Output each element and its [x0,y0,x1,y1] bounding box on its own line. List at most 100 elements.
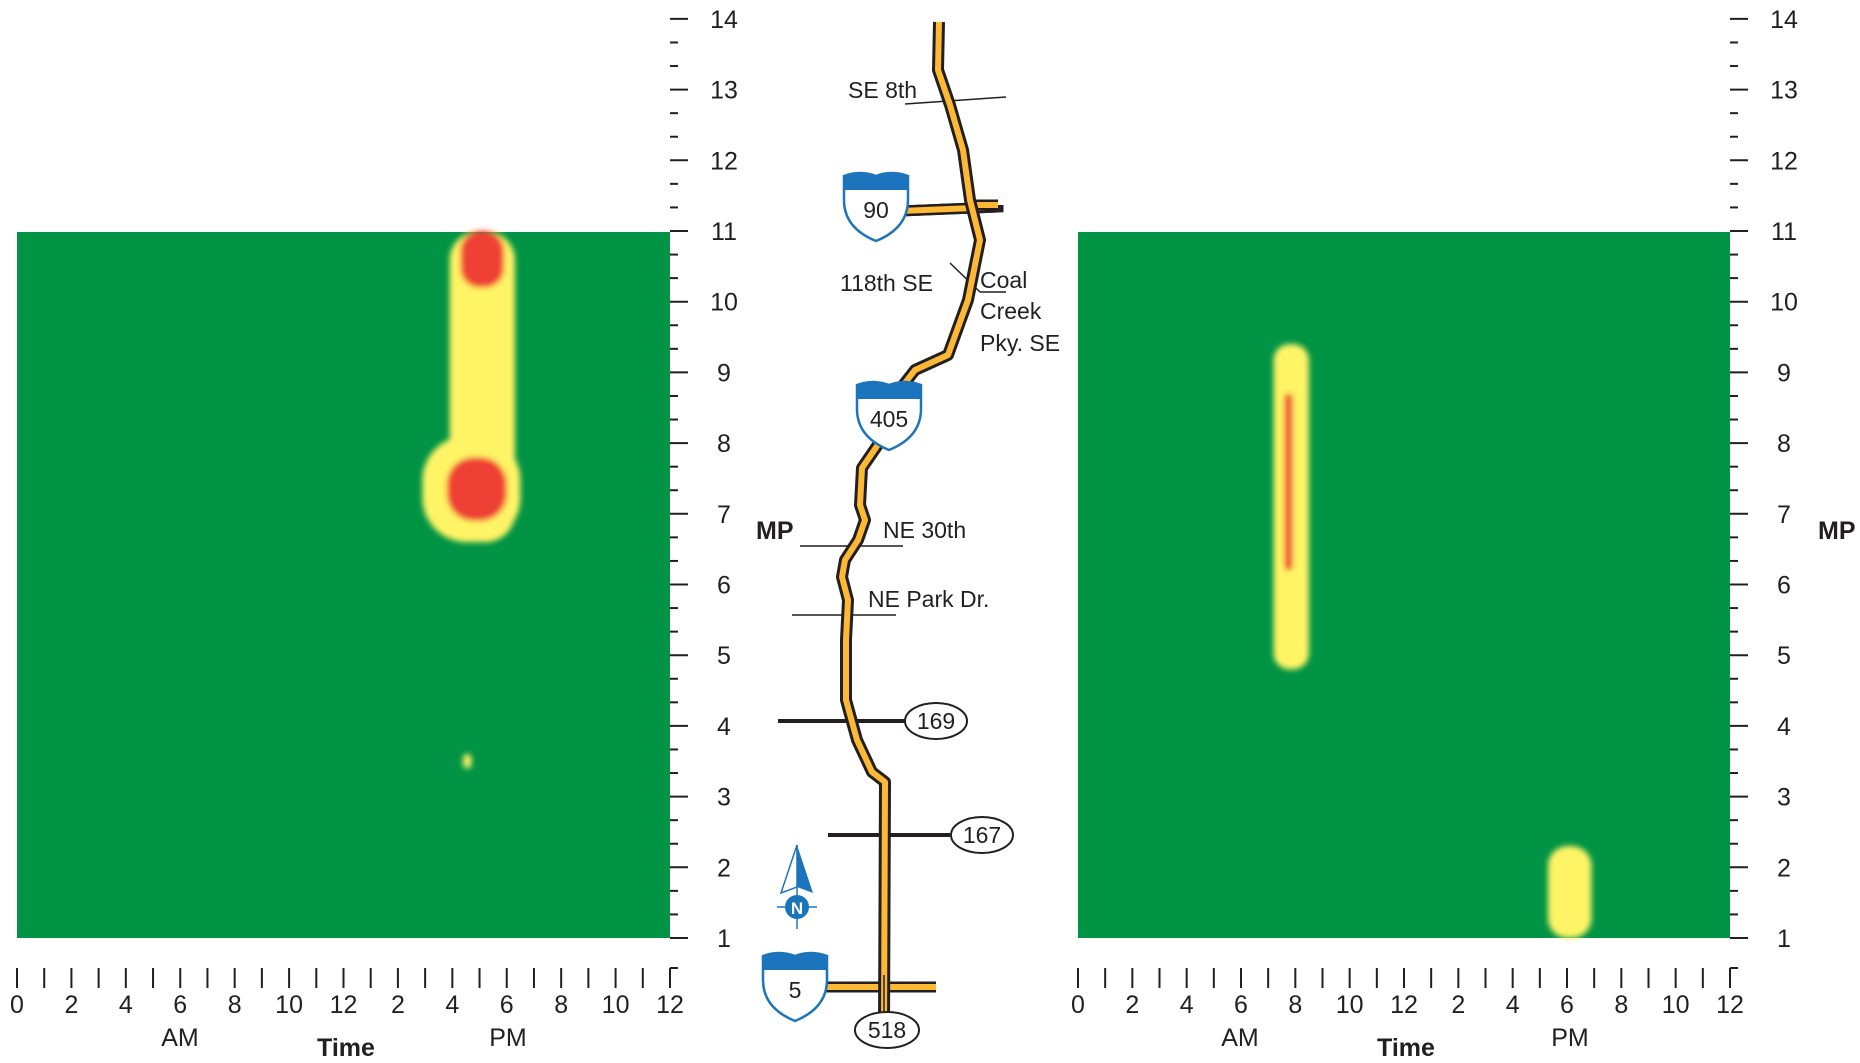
i405-shield: 405 [855,380,923,452]
i5-shield: 5 [761,951,829,1023]
left-y-tick-label: 13 [710,77,738,105]
left-y-tick-label: 1 [717,925,731,953]
left-congestion-region-2-stop-and-go [460,231,505,288]
left-congestion-regions [422,231,521,769]
left-y-tick-label: 2 [717,854,731,882]
right-x-tick-label: 2 [1451,991,1465,1019]
right-x-tick-label: 12 [1390,991,1418,1019]
right-y-tick-label: 12 [1770,147,1798,175]
right-x-tick-label: 8 [1288,991,1302,1019]
right-congestion-regions [1273,344,1592,938]
right-y-tick-label: 7 [1777,501,1791,529]
left-x-tick-label: 2 [64,991,78,1019]
right-y-tick-label: 4 [1777,713,1791,741]
right-x-tick-label: 10 [1336,991,1364,1019]
left-y-tick-label: 7 [717,501,731,529]
left-congestion-region-3-stop-and-go [446,457,507,521]
right-x-tick-label: 8 [1614,991,1628,1019]
creek-label: Creek [980,298,1042,324]
left-x-tick-label: 12 [656,991,684,1019]
left-y-tick-label: 8 [717,430,731,458]
left-y-tick-label: 3 [717,784,731,812]
right-x-tick-label: 2 [1125,991,1139,1019]
right-mp-axis-title: MP [1818,517,1856,545]
corridor-map: 90 405 5 169 167 518 SE 8th 118th [761,21,1060,1049]
sr169-marker: 169 [904,702,968,740]
north-arrow-label: N [791,899,803,918]
left-y-tick-label: 6 [717,572,731,600]
pky-label: Pky. SE [980,330,1060,356]
right-y-tick-label: 5 [1777,642,1791,670]
left-am-label: AM [161,1024,199,1052]
right-x-tick-label: 4 [1506,991,1520,1019]
left-x-tick-label: 10 [602,991,630,1019]
right-y-tick-label: 13 [1770,77,1798,105]
left-x-tick-label: 6 [500,991,514,1019]
sr167-label: 167 [963,822,1001,848]
se118th-label: 118th SE [840,270,933,296]
right-x-tick-label: 12 [1716,991,1744,1019]
sr169-label: 169 [917,708,955,734]
i405-shield-label: 405 [870,406,908,432]
right-x-axis-title: Time [1377,1034,1435,1062]
left-x-tick-label: 4 [119,991,133,1019]
se8th-label: SE 8th [848,77,917,103]
nepark-label: NE Park Dr. [868,586,989,612]
right-x-axis: 0 2 4 6 8 10 12 2 4 6 8 10 12 [1071,967,1744,1019]
left-y-tick-label: 9 [717,359,731,387]
coal-label: Coal [980,267,1027,293]
left-y-tick-label: 5 [717,642,731,670]
right-y-tick-label: 1 [1777,925,1791,953]
left-x-axis: 0 2 4 6 8 10 12 2 4 6 8 10 12 [10,967,684,1019]
left-x-tick-label: 2 [391,991,405,1019]
right-x-tick-label: 6 [1560,991,1574,1019]
left-x-tick-label: 4 [445,991,459,1019]
right-y-tick-label: 6 [1777,572,1791,600]
right-x-tick-label: 10 [1662,991,1690,1019]
right-y-tick-label: 11 [1771,218,1797,246]
left-x-tick-label: 12 [330,991,358,1019]
right-y-tick-label: 3 [1777,784,1791,812]
se8th-street-line [904,96,1007,105]
north-arrow-icon: N [777,844,817,929]
right-y-tick-label: 14 [1770,6,1798,34]
right-y-tick-label: 2 [1777,854,1791,882]
sr167-marker: 167 [950,816,1014,854]
left-y-tick-label: 11 [711,218,737,246]
right-am-label: AM [1221,1024,1259,1052]
i405-road [839,21,983,1031]
i5-shield-label: 5 [789,977,802,1003]
left-pm-label: PM [489,1024,527,1052]
left-y-tick-label: 10 [710,289,738,317]
left-x-tick-label: 6 [173,991,187,1019]
sr518-marker: 518 [854,1011,920,1049]
right-pm-label: PM [1551,1024,1589,1052]
right-y-tick-label: 10 [1770,289,1798,317]
left-y-tick-label: 4 [717,713,731,741]
sr518-label: 518 [868,1017,906,1043]
ne30th-label: NE 30th [883,517,966,543]
right-x-tick-label: 4 [1180,991,1194,1019]
right-congestion-region-1-stop-and-go [1284,393,1293,571]
left-heatmap-panel [17,231,670,938]
right-x-tick-label: 6 [1234,991,1248,1019]
i90-shield-label: 90 [863,197,889,223]
left-x-axis-title: Time [317,1034,375,1062]
right-x-tick-label: 0 [1071,991,1085,1019]
right-congestion-region-2-heavy [1547,846,1592,938]
left-heatmap-background [17,232,670,938]
left-y-tick-label: 14 [710,6,738,34]
i90-shield: 90 [842,171,910,243]
right-heatmap-background [1078,232,1730,938]
right-y-tick-label: 8 [1777,430,1791,458]
left-x-tick-label: 0 [10,991,24,1019]
left-mp-axis-title: MP [756,517,794,545]
right-y-tick-label: 9 [1777,359,1791,387]
left-congestion-region-4-heavy [463,754,472,769]
left-x-tick-label: 8 [228,991,242,1019]
left-y-tick-label: 12 [710,147,738,175]
left-x-tick-label: 8 [554,991,568,1019]
